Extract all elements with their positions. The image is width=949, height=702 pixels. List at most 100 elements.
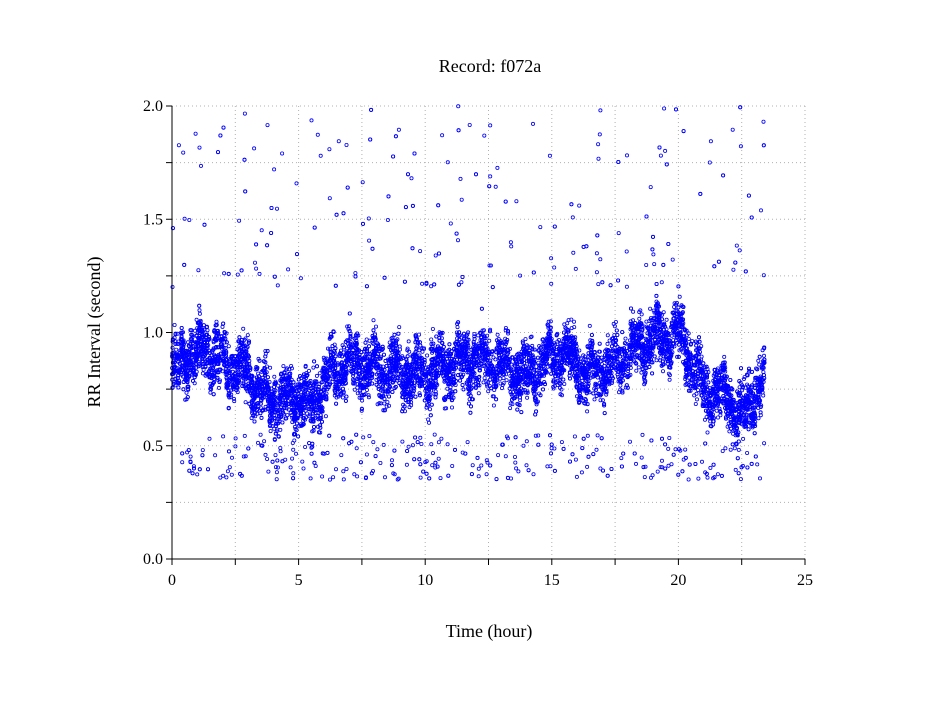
data-points xyxy=(170,105,766,482)
data-point xyxy=(315,374,318,377)
data-point xyxy=(382,443,385,446)
data-point xyxy=(294,452,297,455)
data-point xyxy=(440,437,443,440)
data-point xyxy=(334,468,337,471)
data-point xyxy=(236,273,239,276)
data-point xyxy=(279,450,282,453)
data-point xyxy=(321,475,324,478)
data-point xyxy=(485,473,488,476)
data-point xyxy=(620,457,623,460)
data-point xyxy=(566,322,569,325)
data-point xyxy=(215,320,218,323)
data-point xyxy=(264,453,267,456)
data-point xyxy=(531,122,534,125)
data-point xyxy=(595,252,598,255)
data-point xyxy=(625,154,628,157)
data-point xyxy=(243,112,246,115)
data-point xyxy=(208,437,211,440)
data-point xyxy=(608,339,611,342)
data-point xyxy=(468,123,471,126)
data-point xyxy=(175,348,178,351)
data-point xyxy=(492,356,495,359)
data-point xyxy=(746,451,749,454)
data-point xyxy=(427,421,430,424)
data-point xyxy=(407,340,410,343)
data-point xyxy=(411,444,414,447)
data-point xyxy=(273,168,276,171)
data-point xyxy=(185,391,188,394)
data-point xyxy=(659,154,662,157)
data-point xyxy=(635,369,638,372)
data-point xyxy=(266,457,269,460)
data-point xyxy=(226,470,229,473)
chart-title: Record: f072a xyxy=(439,56,541,76)
data-point xyxy=(421,350,424,353)
data-point xyxy=(201,449,204,452)
data-point xyxy=(460,198,463,201)
data-point xyxy=(494,358,497,361)
data-point xyxy=(275,207,278,210)
data-point xyxy=(430,443,433,446)
data-point xyxy=(401,440,404,443)
data-point xyxy=(652,309,655,312)
data-point xyxy=(291,457,294,460)
data-point xyxy=(716,416,719,419)
data-point xyxy=(368,434,371,437)
data-point xyxy=(376,448,379,451)
data-point xyxy=(649,307,652,310)
data-point xyxy=(496,333,499,336)
data-point xyxy=(597,157,600,160)
data-point xyxy=(437,457,440,460)
data-point xyxy=(345,143,348,146)
data-point xyxy=(502,377,505,380)
data-point xyxy=(684,448,687,451)
data-point xyxy=(421,282,424,285)
data-point xyxy=(739,478,742,481)
data-point xyxy=(619,384,622,387)
data-point xyxy=(225,476,228,479)
data-point xyxy=(687,478,690,481)
data-point xyxy=(530,335,533,338)
data-point xyxy=(182,151,185,154)
data-point xyxy=(483,134,486,137)
data-point xyxy=(700,460,703,463)
data-point xyxy=(526,396,529,399)
data-point xyxy=(209,391,212,394)
data-point xyxy=(678,295,681,298)
data-point xyxy=(758,363,761,366)
data-point xyxy=(367,396,370,399)
data-point xyxy=(571,216,574,219)
data-point xyxy=(255,267,258,270)
data-point xyxy=(279,446,282,449)
data-point xyxy=(634,462,637,465)
data-point xyxy=(431,464,434,467)
data-point xyxy=(260,229,263,232)
data-point xyxy=(671,258,674,261)
data-point xyxy=(177,144,180,147)
data-point xyxy=(499,377,502,380)
data-point xyxy=(365,453,368,456)
data-point xyxy=(586,410,589,413)
data-point xyxy=(655,359,658,362)
data-point xyxy=(253,147,256,150)
data-point xyxy=(430,285,433,288)
data-point xyxy=(426,354,429,357)
data-point xyxy=(489,175,492,178)
data-point xyxy=(243,434,246,437)
data-point xyxy=(188,218,191,221)
data-point xyxy=(222,435,225,438)
data-point xyxy=(572,251,575,254)
data-point xyxy=(340,454,343,457)
data-point xyxy=(643,476,646,479)
data-point xyxy=(287,268,290,271)
data-point xyxy=(617,232,620,235)
data-point xyxy=(738,249,741,252)
data-point xyxy=(660,459,663,462)
data-point xyxy=(563,382,566,385)
data-point xyxy=(383,476,386,479)
data-point xyxy=(696,389,699,392)
data-point xyxy=(709,140,712,143)
data-point xyxy=(219,476,222,479)
data-point xyxy=(328,478,331,481)
data-point xyxy=(509,407,512,410)
